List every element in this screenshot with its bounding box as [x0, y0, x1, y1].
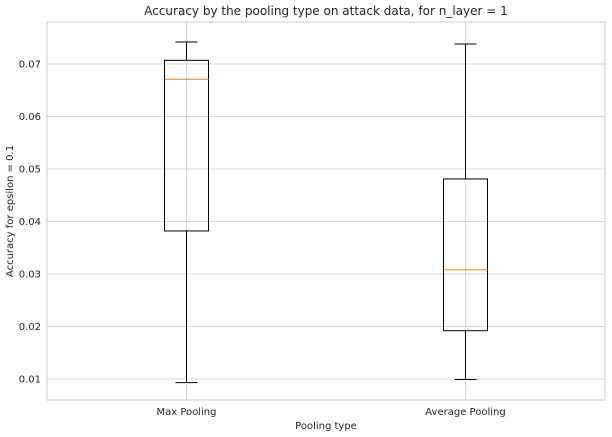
y-axis-label: Accuracy for epsilon = 0.1: [5, 145, 16, 277]
boxes: [164, 41, 488, 384]
y-tick-label: 0.04: [19, 217, 41, 228]
grid-lines: [47, 22, 605, 400]
x-axis-label: Pooling type: [295, 421, 357, 432]
chart-title: Accuracy by the pooling type on attack d…: [144, 4, 508, 18]
box-average-pooling: [443, 43, 488, 381]
y-tick-label: 0.03: [19, 270, 41, 281]
y-tick-label: 0.05: [19, 165, 41, 176]
y-tick-labels: 0.01 0.02 0.03 0.04 0.05 0.06 0.07: [19, 60, 41, 386]
y-tick-label: 0.07: [19, 60, 41, 71]
x-tick-labels: Max Pooling Average Pooling: [156, 407, 505, 418]
box-max-pooling: [164, 41, 209, 384]
iqr-box: [443, 178, 488, 332]
iqr-box: [164, 59, 209, 232]
plot-frame: [46, 21, 606, 401]
y-tick-label: 0.02: [19, 322, 41, 333]
y-tick-label: 0.06: [19, 112, 41, 123]
x-tick-label: Average Pooling: [425, 407, 505, 418]
x-tick-label: Max Pooling: [156, 407, 216, 418]
y-tick-label: 0.01: [19, 375, 41, 386]
